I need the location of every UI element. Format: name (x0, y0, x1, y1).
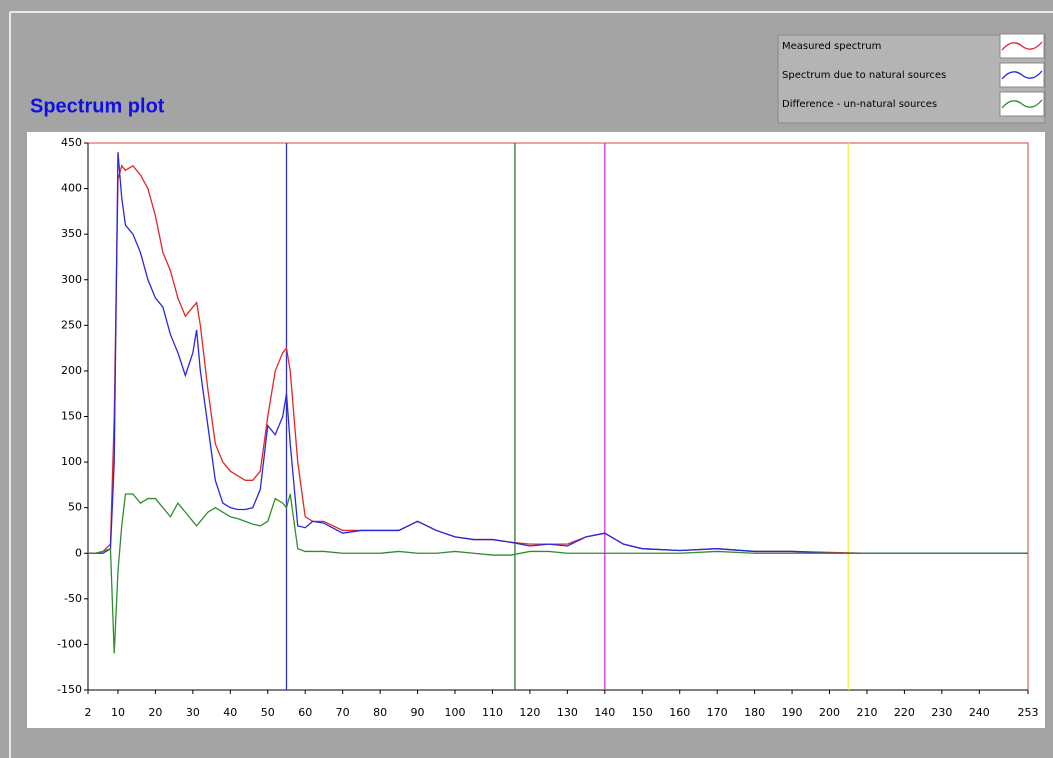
legend: Measured spectrum Spectrum due to natural… (782, 33, 1045, 117)
y-tick-label: 0 (75, 546, 82, 559)
y-tick-label: -50 (64, 592, 82, 605)
y-tick-label: 100 (61, 455, 82, 468)
legend-label: Spectrum due to natural sources (782, 70, 946, 81)
legend-swatch (1001, 70, 1043, 80)
y-tick-label: 150 (61, 410, 82, 423)
x-tick-label: 140 (594, 706, 615, 719)
x-tick-label: 180 (744, 706, 765, 719)
y-tick-label: 50 (68, 501, 82, 514)
x-tick-label: 110 (482, 706, 503, 719)
x-tick-label: 100 (445, 706, 466, 719)
plot-background (27, 132, 1045, 728)
legend-label: Measured spectrum (782, 41, 881, 52)
y-tick-label: 350 (61, 227, 82, 240)
chart-title: Spectrum plot (30, 95, 165, 117)
x-tick-label: 50 (261, 706, 275, 719)
y-tick-label: -150 (57, 683, 82, 696)
x-tick-label: 20 (148, 706, 162, 719)
x-tick-label: 90 (411, 706, 425, 719)
x-tick-label: 80 (373, 706, 387, 719)
x-tick-label: 220 (894, 706, 915, 719)
x-tick-label: 200 (819, 706, 840, 719)
x-tick-label: 30 (186, 706, 200, 719)
legend-swatch (1001, 99, 1043, 109)
x-tick-label: 150 (632, 706, 653, 719)
series-line (88, 152, 1028, 554)
legend-swatch-box (999, 91, 1045, 117)
x-tick-label: 210 (856, 706, 877, 719)
x-tick-label: 240 (969, 706, 990, 719)
x-tick-label: 10 (111, 706, 125, 719)
x-tick-label: 2 (85, 706, 92, 719)
legend-label: Difference - un-natural sources (782, 99, 937, 110)
y-tick-label: 200 (61, 364, 82, 377)
y-tick-label: 300 (61, 273, 82, 286)
series-line (88, 493, 1028, 654)
y-tick-label: 250 (61, 318, 82, 331)
x-tick-label: 40 (223, 706, 237, 719)
x-tick-label: 120 (519, 706, 540, 719)
x-tick-label: 190 (782, 706, 803, 719)
x-tick-label: 60 (298, 706, 312, 719)
x-tick-label: 160 (669, 706, 690, 719)
y-tick-label: 400 (61, 182, 82, 195)
x-tick-label: 130 (557, 706, 578, 719)
y-tick-label: 450 (61, 136, 82, 149)
x-tick-label: 230 (931, 706, 952, 719)
legend-swatch (1001, 41, 1043, 51)
x-tick-label: 70 (336, 706, 350, 719)
x-tick-label: 253 (1018, 706, 1039, 719)
x-tick-label: 170 (707, 706, 728, 719)
y-tick-label: -100 (57, 637, 82, 650)
